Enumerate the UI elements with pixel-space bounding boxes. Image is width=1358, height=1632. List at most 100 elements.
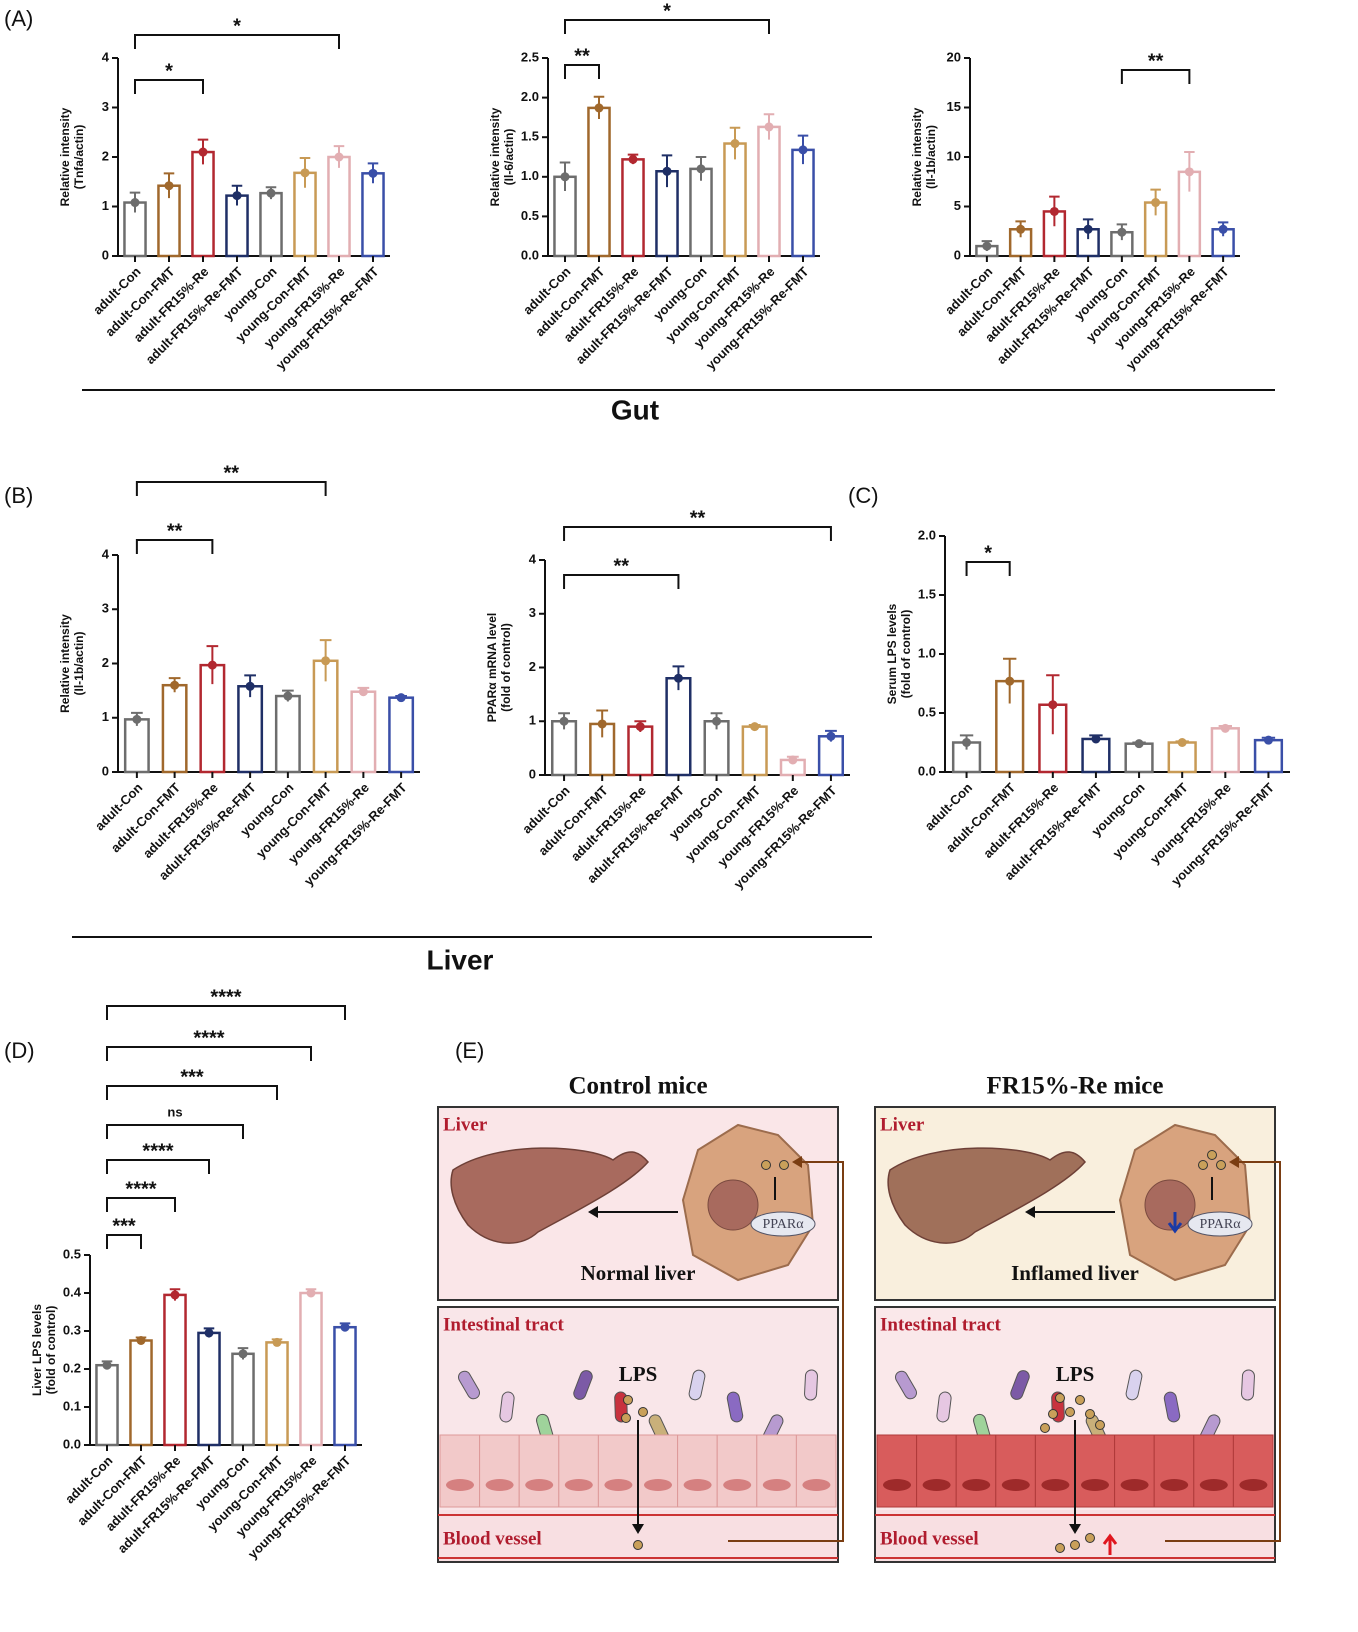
cell-nucleus <box>683 1479 712 1491</box>
significance-label: ** <box>613 555 629 577</box>
mean-dot <box>1016 224 1026 234</box>
lps-dot <box>638 1407 648 1417</box>
panel-label: (D) <box>4 1038 35 1063</box>
arrow-head <box>1069 1524 1081 1534</box>
lps-dot <box>1198 1160 1208 1170</box>
mean-dot <box>635 722 645 732</box>
significance-label: **** <box>125 1178 156 1200</box>
mean-dot <box>358 687 368 697</box>
y-tick-label: 0.1 <box>63 1398 81 1413</box>
bar <box>299 1291 323 1447</box>
bar <box>191 150 215 258</box>
cell-nucleus <box>1041 1479 1070 1491</box>
mean-dot <box>132 714 142 724</box>
bacterium <box>1125 1369 1143 1401</box>
mean-dot <box>207 660 217 670</box>
mean-dot <box>272 1337 282 1347</box>
y-tick-label: 1.0 <box>521 168 539 183</box>
bar <box>95 1363 119 1447</box>
y-tick-label: 2.5 <box>521 49 539 64</box>
significance-bracket <box>106 1234 142 1249</box>
lps-dot <box>1055 1393 1065 1403</box>
y-axis-label: Relative intensity <box>58 614 72 713</box>
y-axis-label: Liver LPS levels <box>30 1304 44 1396</box>
lps-dot <box>1075 1395 1085 1405</box>
bar <box>723 142 747 258</box>
mean-dot <box>306 1288 316 1298</box>
significance-label: ** <box>690 507 706 529</box>
receptor-label: PPARα <box>762 1217 804 1232</box>
bacterium <box>499 1391 515 1423</box>
epithelial-cell <box>677 1434 718 1508</box>
mean-dot <box>628 154 638 164</box>
mean-dot <box>102 1360 112 1370</box>
significance-bracket <box>135 481 327 496</box>
arrow-head <box>632 1524 644 1534</box>
y-tick-label: 2.0 <box>918 527 936 542</box>
y-tick-label: 3 <box>529 605 536 620</box>
y-tick-label: 0.4 <box>63 1284 82 1299</box>
bar <box>817 735 845 777</box>
mean-dot <box>204 1328 214 1338</box>
y-tick-label: 10 <box>947 148 961 163</box>
lps-dot <box>1048 1409 1058 1419</box>
epithelial-cell <box>756 1434 797 1508</box>
down-arrow <box>1167 1212 1183 1234</box>
epithelial-cell <box>1232 1434 1274 1508</box>
significance-bracket <box>564 64 600 79</box>
epithelial-cell <box>518 1434 560 1508</box>
lps-dot <box>1070 1540 1080 1550</box>
cell-nucleus <box>762 1479 791 1491</box>
mean-dot <box>238 1349 248 1359</box>
panel-label: (E) <box>455 1038 484 1063</box>
mean-dot <box>340 1322 350 1332</box>
y-axis-label: (fold of control) <box>499 623 513 712</box>
bar <box>1253 738 1284 774</box>
mean-dot <box>170 1290 180 1300</box>
cell-nucleus <box>525 1479 554 1491</box>
bacterium <box>726 1391 744 1423</box>
cell-nucleus <box>644 1479 672 1491</box>
lps-dot <box>1216 1160 1226 1170</box>
column-title: Control mice <box>568 1073 707 1100</box>
mean-dot <box>673 673 683 683</box>
lps-dot <box>621 1413 631 1423</box>
box-label: Liver <box>880 1114 925 1135</box>
lps-dot <box>633 1540 643 1550</box>
y-axis-label: (Il-6/actin) <box>502 129 516 186</box>
epithelial-cell <box>1074 1434 1116 1508</box>
mean-dot <box>560 172 570 182</box>
bar <box>621 158 645 258</box>
cell-nucleus <box>1239 1479 1268 1491</box>
lps-dot <box>1207 1150 1217 1160</box>
y-axis-label: Relative intensity <box>488 107 502 206</box>
significance-label: **** <box>142 1140 173 1162</box>
receptor-label: PPARα <box>1199 1217 1241 1232</box>
epithelial-cell <box>916 1434 957 1508</box>
y-axis-label: Relative intensity <box>910 107 924 206</box>
lps-dot <box>623 1395 633 1405</box>
bar <box>665 677 692 777</box>
mean-dot <box>750 722 760 732</box>
bacterium <box>1163 1391 1181 1423</box>
significance-bracket <box>965 561 1011 576</box>
mean-dot <box>232 191 242 201</box>
panel-label: (C) <box>848 483 879 508</box>
bacterium <box>804 1369 818 1401</box>
arrow-head <box>1229 1156 1239 1168</box>
y-tick-label: 5 <box>954 198 961 213</box>
bar <box>333 1325 357 1447</box>
epithelial-cell <box>1034 1434 1076 1508</box>
y-tick-label: 0.0 <box>918 763 936 778</box>
mean-dot <box>1049 206 1059 216</box>
x-tick-label: adult-FR15%-Re <box>980 780 1061 861</box>
epithelial-cell <box>439 1434 481 1508</box>
significance-label: ** <box>223 462 239 484</box>
lps-dot <box>1065 1407 1075 1417</box>
panel-label: (A) <box>4 6 33 31</box>
mean-dot <box>170 680 180 690</box>
mean-dot <box>1091 734 1101 744</box>
epithelial-cell <box>795 1434 837 1508</box>
y-tick-label: 0 <box>954 247 961 262</box>
